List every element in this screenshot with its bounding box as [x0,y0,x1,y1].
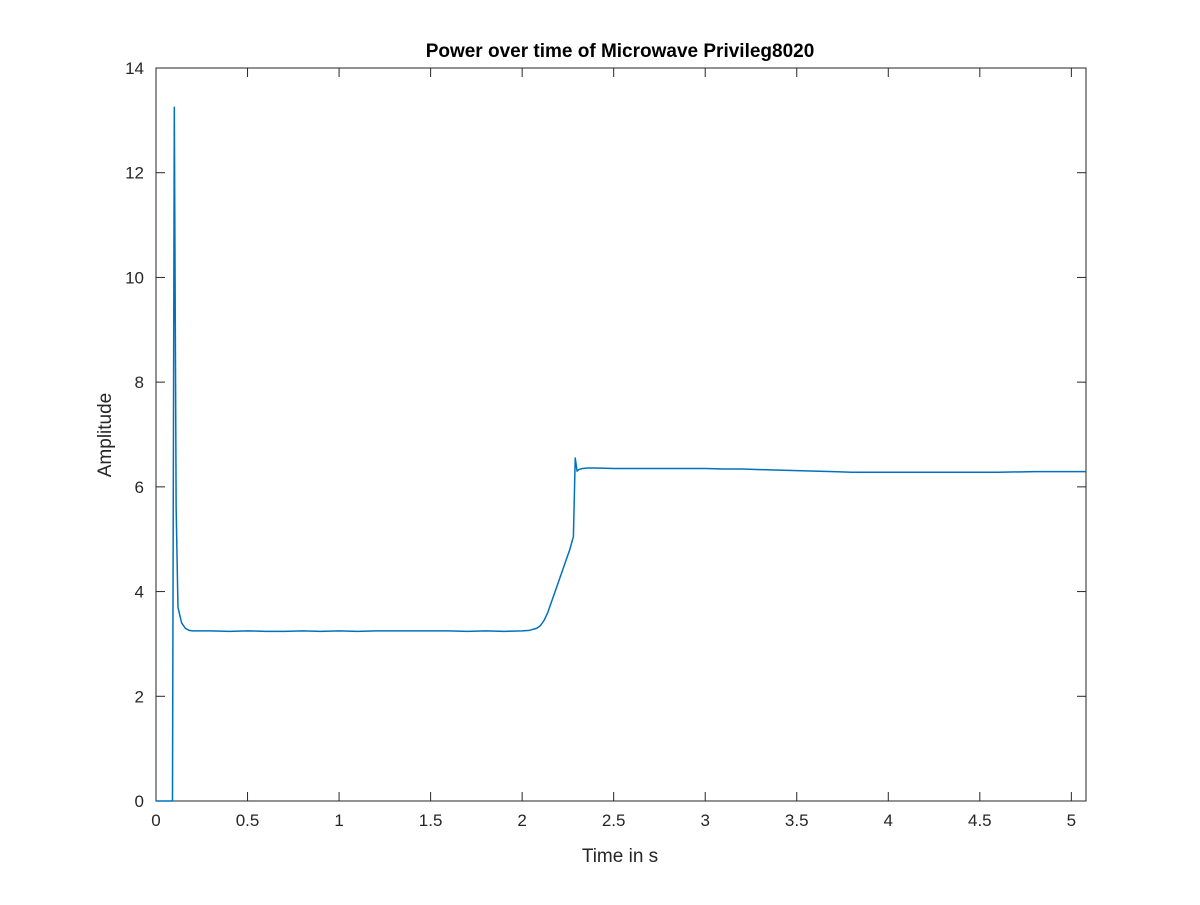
x-tick-label: 0 [151,811,160,830]
x-tick-label: 4 [884,811,893,830]
y-tick-label: 12 [125,164,144,183]
x-tick-label: 2.5 [602,811,626,830]
x-tick-label: 3.5 [785,811,809,830]
y-tick-label: 8 [135,373,144,392]
x-tick-label: 1 [334,811,343,830]
y-tick-label: 14 [125,59,144,78]
y-tick-label: 6 [135,478,144,497]
axes-box [155,67,1087,802]
y-tick-label: 4 [135,583,144,602]
y-axis-label: Amplitude [95,393,116,478]
x-axis-label: Time in s [582,846,658,867]
x-tick-label: 5 [1067,811,1076,830]
x-tick-label: 2 [517,811,526,830]
series-line-0 [156,106,1086,802]
x-tick-label: 0.5 [236,811,260,830]
chart-title: Power over time of Microwave Privileg802… [426,41,815,62]
y-tick-label: 2 [135,687,144,706]
x-tick-label: 1.5 [419,811,443,830]
x-tick-label: 3 [700,811,709,830]
plot-area: 0 0.5 1 1.5 2 2.5 3 3.5 4 4.5 5 0 2 4 6 8 10 12 14 [125,59,1087,830]
y-tick-label: 10 [125,268,144,287]
x-tick-label: 4.5 [968,811,992,830]
y-tick-label: 0 [135,792,144,811]
